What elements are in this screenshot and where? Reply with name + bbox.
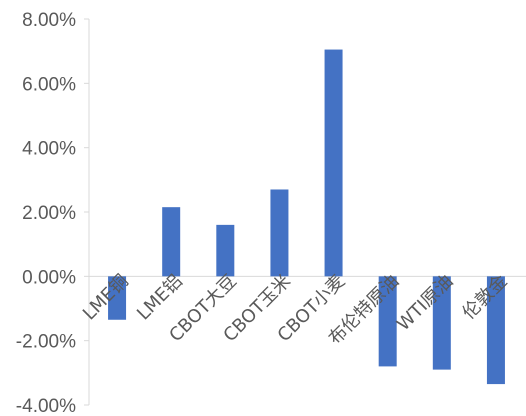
x-category-label: LME铝 <box>133 271 187 325</box>
y-tick-label: 0.00% <box>22 267 76 288</box>
y-tick-label: -4.00% <box>16 396 76 416</box>
bar <box>432 276 451 370</box>
y-tick-label: 6.00% <box>22 74 76 95</box>
y-tick-label: 2.00% <box>22 203 76 224</box>
bar <box>324 49 343 277</box>
bar <box>270 189 289 277</box>
y-tick-label: -2.00% <box>16 332 76 353</box>
y-tick-label: 4.00% <box>22 139 76 160</box>
bar <box>108 276 127 320</box>
bars-group <box>108 49 505 385</box>
y-axis-ticks: -4.00% -2.00% 0.00% 2.00% 4.00% 6.00% 8.00% <box>16 10 89 416</box>
bar <box>378 276 397 367</box>
bar <box>162 207 181 277</box>
y-tick-label: 8.00% <box>22 10 76 31</box>
bar <box>486 276 505 385</box>
bar <box>216 224 235 277</box>
